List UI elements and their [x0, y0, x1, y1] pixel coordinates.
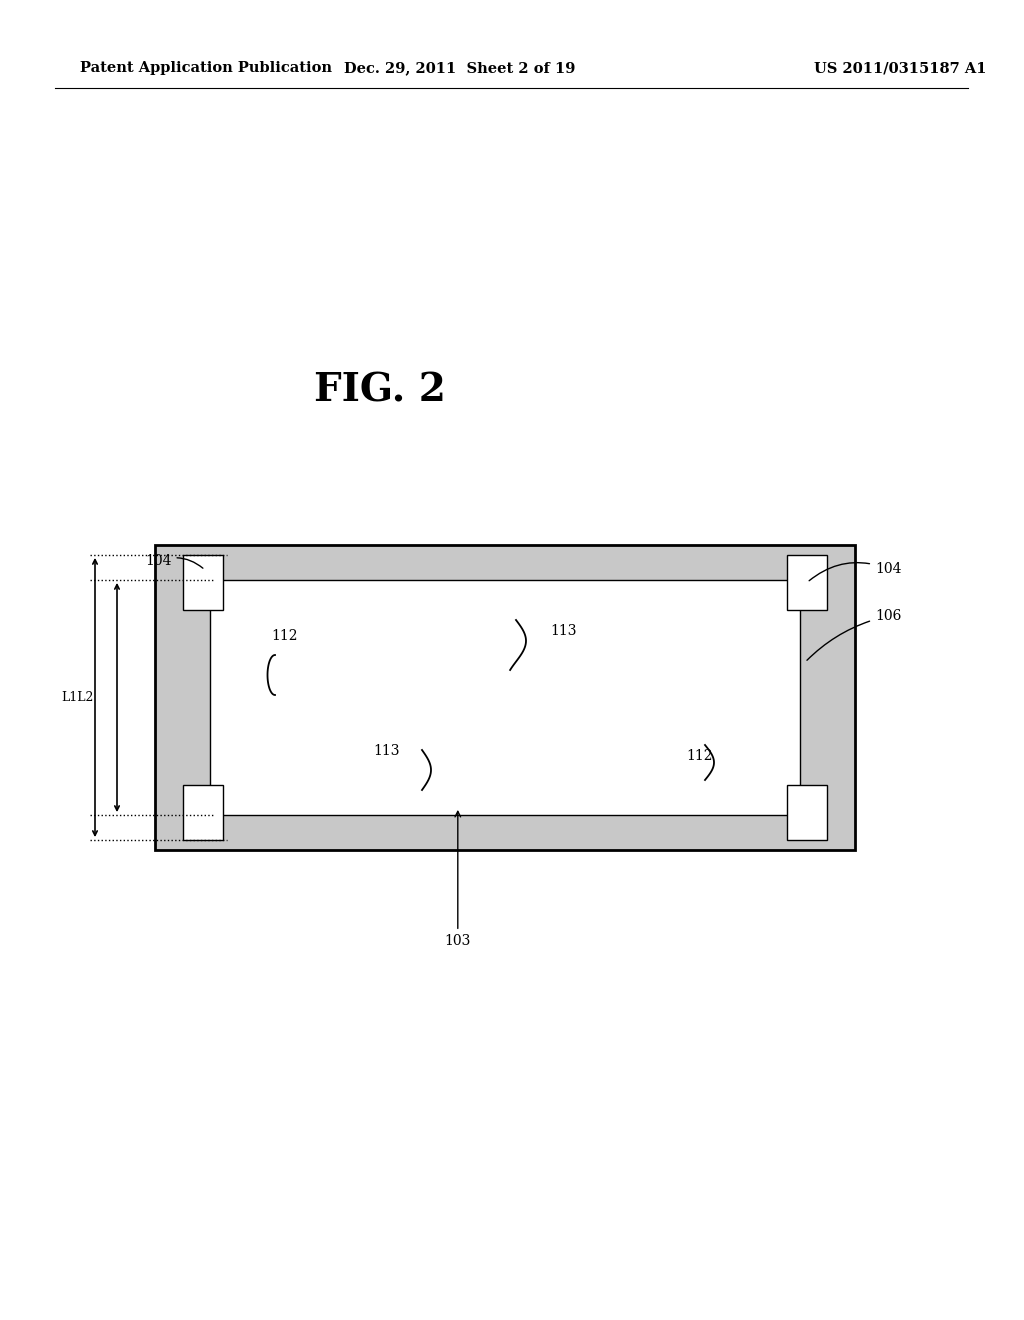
Text: L1L2: L1L2 — [60, 690, 93, 704]
Text: US 2011/0315187 A1: US 2011/0315187 A1 — [814, 61, 986, 75]
Text: FIG. 2: FIG. 2 — [314, 371, 445, 409]
Text: Patent Application Publication: Patent Application Publication — [80, 61, 332, 75]
Bar — [787, 554, 827, 610]
Text: 104: 104 — [145, 554, 203, 568]
Text: 103: 103 — [444, 812, 471, 948]
Text: 112: 112 — [687, 748, 714, 763]
Bar — [155, 545, 855, 850]
Text: 113: 113 — [551, 624, 578, 638]
Text: 113: 113 — [374, 744, 400, 758]
Bar — [183, 785, 223, 840]
Bar — [210, 579, 800, 814]
Bar — [787, 785, 827, 840]
Text: Dec. 29, 2011  Sheet 2 of 19: Dec. 29, 2011 Sheet 2 of 19 — [344, 61, 575, 75]
Bar — [183, 554, 223, 610]
Text: 112: 112 — [271, 630, 298, 643]
Text: 106: 106 — [807, 609, 901, 660]
Text: 104: 104 — [809, 562, 901, 581]
